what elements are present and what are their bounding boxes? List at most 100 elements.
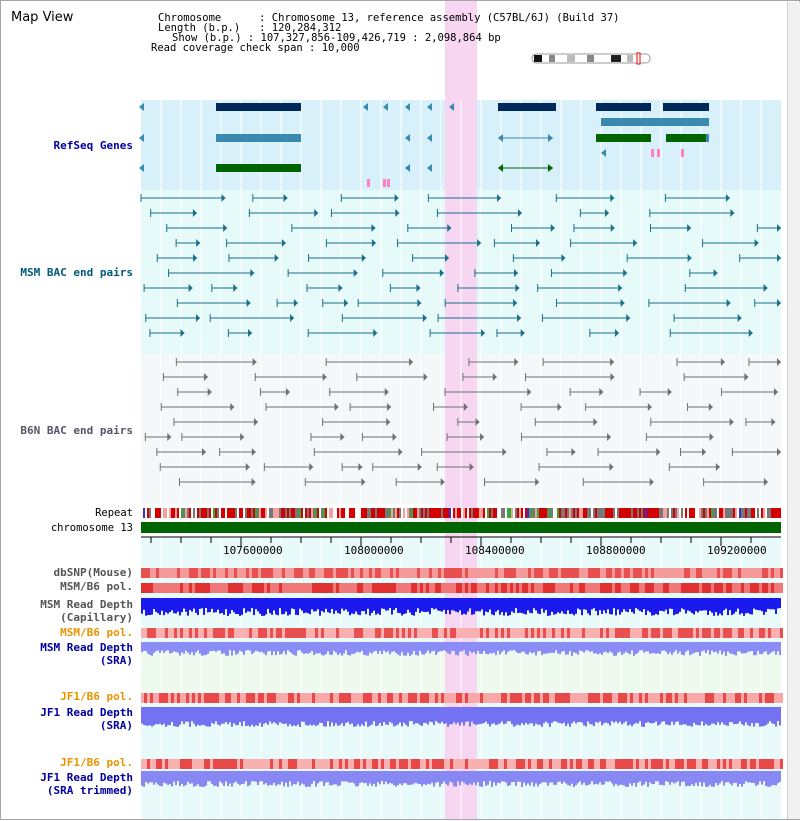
msm-pol2-strip: [594, 628, 597, 638]
msm-pol2-strip: [375, 628, 378, 638]
msm-sra-depth: [251, 642, 253, 655]
jf1-pol-strip: [381, 693, 384, 703]
msm-cap-depth: [385, 598, 387, 611]
jf1-pol2-strip: [687, 759, 690, 769]
b6n-bac-pair: [480, 433, 485, 441]
dbsnp-strip: [333, 568, 336, 578]
msm-pol2-strip: [438, 628, 441, 638]
track-label-msm-b6-pol-1[interactable]: MSM/B6 pol.: [60, 580, 133, 593]
jf1-trim-depth: [319, 771, 321, 782]
jf1-trim-depth: [675, 771, 677, 783]
jf1-pol-strip: [615, 693, 618, 703]
jf1-pol-strip: [192, 693, 195, 703]
msm-pol2-strip: [738, 628, 741, 638]
dbsnp-strip: [249, 568, 252, 578]
msm-pol2-strip: [192, 628, 195, 638]
track-label-msm-depth-sra[interactable]: MSM Read Depth: [40, 641, 133, 654]
jf1-pol2-strip: [720, 759, 723, 769]
msm-pol-strip: [519, 583, 522, 593]
msm-sra-depth: [751, 642, 753, 652]
msm-cap-depth: [755, 598, 757, 610]
dbsnp-strip: [681, 568, 684, 578]
jf1-pol2-strip: [555, 759, 558, 769]
gene-arrow: [548, 134, 553, 142]
dbsnp-strip: [645, 568, 648, 578]
jf1-sra-depth: [521, 707, 523, 724]
track-label-msm-b6-pol-2[interactable]: MSM/B6 pol.: [60, 626, 133, 639]
jf1-pol-strip: [726, 693, 729, 703]
msm-pol-strip: [297, 583, 300, 593]
repeat-segment: [621, 508, 623, 518]
jf1-trim-depth: [715, 771, 717, 784]
b6n-bac-pair: [715, 463, 720, 471]
vertical-scrollbar[interactable]: [787, 2, 800, 819]
jf1-sra-depth: [153, 707, 155, 726]
track-label-msm-depth-cap[interactable]: MSM Read Depth: [40, 598, 133, 611]
msm-sra-depth: [365, 642, 367, 656]
b6n-bac-pair: [535, 478, 540, 486]
msm-cap-depth: [315, 598, 317, 612]
track-label-jf1-depth-sra[interactable]: JF1 Read Depth: [40, 706, 133, 719]
jf1-trim-depth: [297, 771, 299, 782]
repeat-segment: [331, 508, 333, 518]
msm-pol-strip: [540, 583, 543, 593]
msm-cap-depth: [333, 598, 335, 614]
jf1-pol2-strip: [246, 759, 249, 769]
msm-pol-strip: [762, 583, 765, 593]
jf1-pol2-strip: [387, 759, 390, 769]
repeat-segment: [305, 508, 307, 518]
msm-cap-depth: [249, 598, 251, 612]
jf1-pol-strip: [540, 693, 543, 703]
jf1-pol-strip: [507, 693, 510, 703]
dbsnp-strip: [360, 568, 363, 578]
repeat-segment: [195, 508, 197, 518]
track-label-dbsnp[interactable]: dbSNP(Mouse): [53, 566, 133, 579]
gene-marker-pink: [383, 179, 386, 187]
msm-bac-pair: [353, 269, 358, 277]
msm-sra-depth: [379, 642, 381, 651]
repeat-segment: [241, 508, 243, 518]
repeat-segment: [739, 508, 741, 518]
msm-pol2-strip: [774, 628, 777, 638]
msm-bac-pair: [195, 314, 200, 322]
jf1-trim-depth: [339, 771, 341, 786]
repeat-segment: [365, 508, 367, 518]
repeat-segment: [353, 508, 355, 518]
jf1-sra-depth: [275, 707, 277, 724]
dbsnp-strip: [570, 568, 573, 578]
msm-pol2-strip: [168, 628, 171, 638]
gene-block: [498, 103, 556, 111]
jf1-sra-depth: [323, 707, 325, 727]
msm-cap-depth: [203, 598, 205, 615]
msm-cap-depth: [529, 598, 531, 613]
jf1-trim-depth: [329, 771, 331, 786]
msm-cap-depth: [769, 598, 771, 610]
msm-cap-depth: [555, 598, 557, 615]
b6n-bac-pair: [387, 403, 392, 411]
track-label-b6n-bac[interactable]: B6N BAC end pairs: [20, 424, 133, 437]
repeat-segment: [655, 508, 657, 518]
track-label-msm-bac[interactable]: MSM BAC end pairs: [20, 266, 133, 279]
jf1-pol-strip: [501, 693, 504, 703]
track-label-jf1-b6-pol-2[interactable]: JF1/B6 pol.: [60, 756, 133, 769]
jf1-sra-depth: [417, 707, 419, 724]
track-label-jf1-depth-trim[interactable]: JF1 Read Depth: [40, 771, 133, 784]
jf1-pol2-strip: [564, 759, 567, 769]
axis-tick-label: 109200000: [707, 544, 767, 557]
msm-cap-depth: [645, 598, 647, 615]
msm-pol-strip: [408, 583, 411, 593]
track-label-refseq[interactable]: RefSeq Genes: [53, 139, 133, 152]
msm-cap-depth: [489, 598, 491, 610]
msm-pol-strip: [771, 583, 774, 593]
track-label-jf1-b6-pol-1[interactable]: JF1/B6 pol.: [60, 690, 133, 703]
gene-marker: [427, 164, 432, 172]
msm-sra-depth: [595, 642, 597, 654]
gene-marker-pink: [387, 179, 390, 187]
jf1-trim-depth: [465, 771, 467, 785]
msm-pol2-strip: [312, 628, 315, 638]
jf1-trim-depth: [611, 771, 613, 784]
dbsnp-strip: [432, 568, 435, 578]
repeat-segment: [567, 508, 569, 518]
msm-cap-depth: [263, 598, 265, 616]
